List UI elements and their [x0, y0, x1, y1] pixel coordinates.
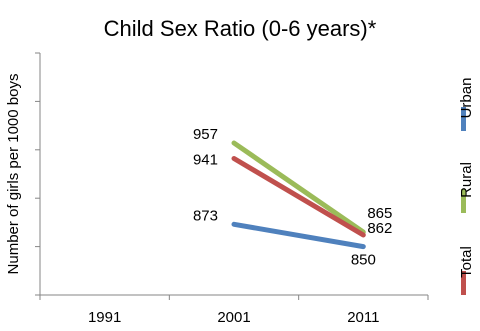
data-label-urban: 850	[351, 252, 376, 269]
legend-label-rural: Rural	[458, 162, 475, 198]
data-labels: 873 850 957 865 941 862	[193, 126, 392, 269]
legend-item-total: Total	[458, 246, 475, 295]
x-tick-label: 2001	[217, 309, 250, 326]
data-label-total: 941	[193, 152, 218, 169]
legend-swatch-rural	[461, 189, 466, 213]
legend: Urban Rural Total	[458, 78, 475, 295]
series-line-total	[231, 156, 366, 238]
x-axis-ticks: 1991 2001 2011	[39, 295, 429, 326]
data-label-rural: 957	[193, 126, 218, 143]
data-label-rural: 865	[367, 205, 392, 222]
y-axis-label: Number of girls per 1000 boys	[5, 74, 22, 275]
legend-item-urban: Urban	[458, 78, 475, 131]
legend-item-rural: Rural	[458, 162, 475, 213]
data-label-total: 862	[367, 220, 392, 237]
y-axis-ticks	[35, 52, 40, 296]
series-lines	[231, 140, 366, 250]
series-line-urban	[231, 221, 366, 250]
chart-title: Child Sex Ratio (0-6 years)*	[104, 16, 377, 41]
x-tick-label: 2011	[347, 309, 379, 326]
series-line-rural	[231, 140, 366, 235]
legend-label-total: Total	[458, 246, 475, 278]
x-tick-label: 1991	[88, 309, 121, 326]
legend-swatch-total	[461, 271, 466, 295]
legend-label-urban: Urban	[458, 78, 475, 119]
data-label-urban: 873	[193, 207, 218, 224]
legend-swatch-urban	[461, 107, 466, 131]
